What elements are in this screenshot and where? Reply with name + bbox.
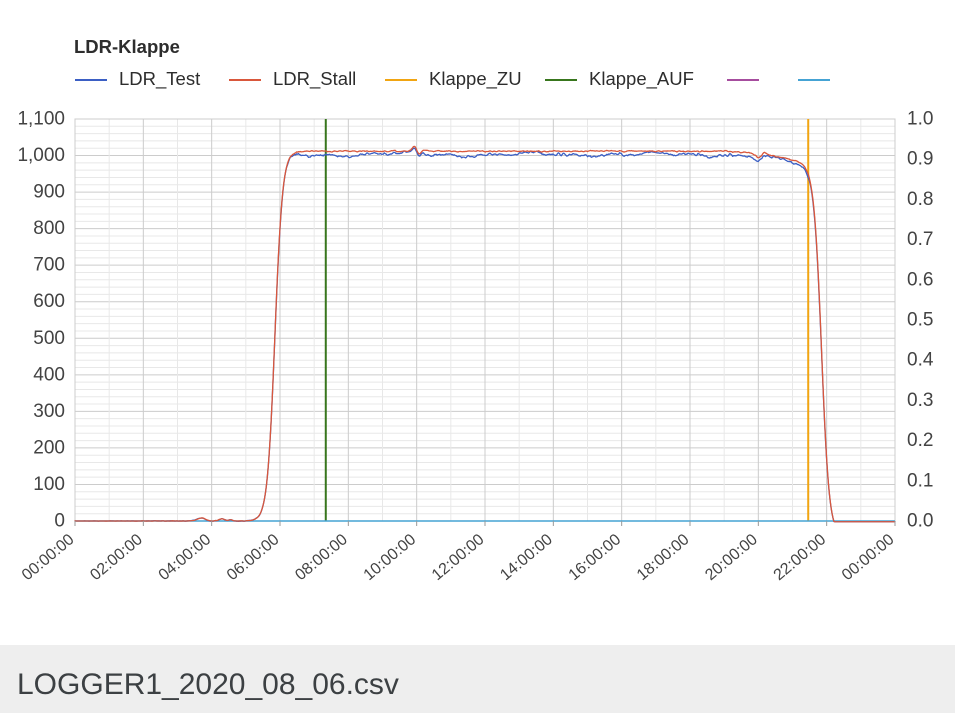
svg-text:10:00:00: 10:00:00 — [361, 531, 420, 584]
svg-text:20:00:00: 20:00:00 — [702, 531, 761, 584]
svg-text:12:00:00: 12:00:00 — [429, 531, 488, 584]
svg-text:0.8: 0.8 — [907, 189, 933, 210]
svg-text:0.1: 0.1 — [907, 470, 933, 491]
svg-text:0.2: 0.2 — [907, 430, 933, 451]
svg-text:06:00:00: 06:00:00 — [224, 531, 283, 584]
svg-text:0.5: 0.5 — [907, 310, 933, 331]
svg-text:1,000: 1,000 — [17, 145, 65, 166]
svg-text:800: 800 — [33, 218, 65, 239]
svg-text:22:00:00: 22:00:00 — [771, 531, 830, 584]
svg-text:02:00:00: 02:00:00 — [87, 531, 146, 584]
svg-text:0.4: 0.4 — [907, 350, 934, 371]
svg-text:600: 600 — [33, 291, 65, 312]
svg-text:1.0: 1.0 — [907, 109, 933, 130]
svg-text:0.0: 0.0 — [907, 511, 933, 532]
svg-text:18:00:00: 18:00:00 — [634, 531, 693, 584]
svg-text:500: 500 — [33, 328, 65, 349]
svg-text:04:00:00: 04:00:00 — [156, 531, 215, 584]
svg-text:1,100: 1,100 — [17, 109, 65, 130]
svg-text:0.9: 0.9 — [907, 149, 933, 170]
svg-text:200: 200 — [33, 437, 65, 458]
svg-text:0: 0 — [54, 511, 65, 532]
svg-text:0.7: 0.7 — [907, 229, 933, 250]
svg-text:00:00:00: 00:00:00 — [839, 531, 898, 584]
svg-text:400: 400 — [33, 364, 65, 385]
svg-text:300: 300 — [33, 401, 65, 422]
svg-text:700: 700 — [33, 255, 65, 276]
svg-text:00:00:00: 00:00:00 — [19, 531, 78, 584]
svg-text:0.6: 0.6 — [907, 269, 933, 290]
svg-text:900: 900 — [33, 182, 65, 203]
svg-text:16:00:00: 16:00:00 — [566, 531, 625, 584]
svg-text:14:00:00: 14:00:00 — [497, 531, 556, 584]
svg-text:100: 100 — [33, 474, 65, 495]
svg-text:08:00:00: 08:00:00 — [292, 531, 351, 584]
svg-text:0.3: 0.3 — [907, 390, 933, 411]
